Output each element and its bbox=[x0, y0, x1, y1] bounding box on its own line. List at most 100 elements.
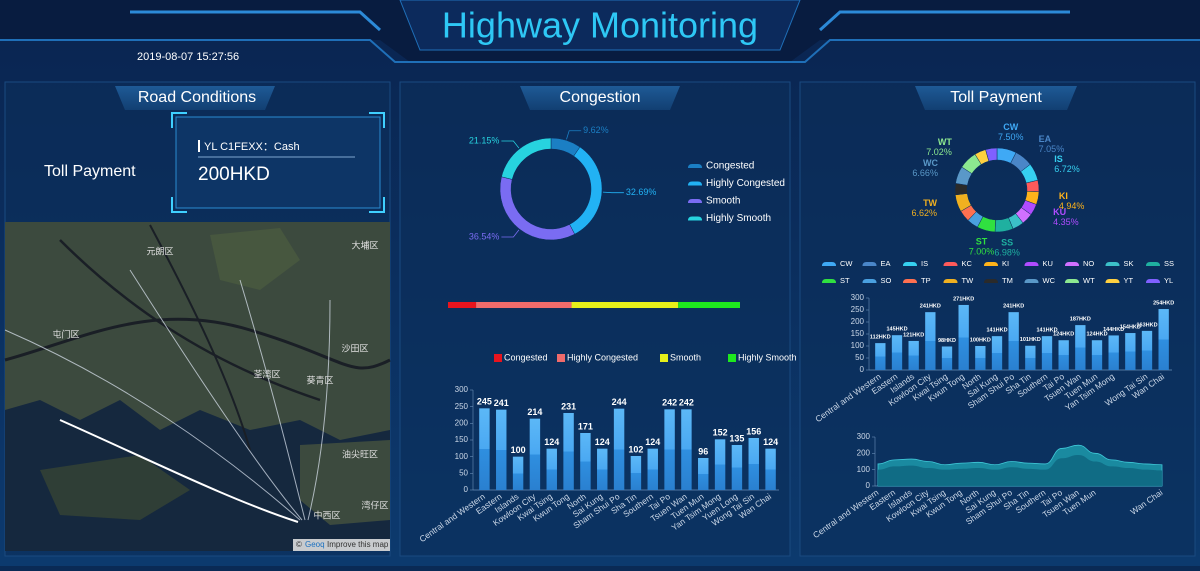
legend-icon bbox=[1146, 262, 1160, 266]
donut-category-label: TW bbox=[923, 198, 937, 208]
bar-value-label: 144HKD bbox=[1103, 327, 1124, 333]
map-label: 元朗区 bbox=[146, 245, 173, 256]
bar-value-label: 231 bbox=[561, 401, 576, 411]
route-line bbox=[59, 419, 299, 523]
donut-value-label: 32.69% bbox=[626, 187, 657, 197]
card-corner bbox=[171, 197, 187, 213]
attribution-link[interactable]: Geoq bbox=[305, 540, 325, 549]
bar bbox=[875, 343, 886, 370]
label-leader bbox=[566, 130, 582, 140]
card-corner bbox=[369, 197, 385, 213]
legend-icon bbox=[984, 262, 998, 266]
donut-value-label: 7.02% bbox=[926, 147, 952, 157]
legend-icon bbox=[1024, 262, 1039, 266]
legend-label: Congested bbox=[504, 352, 548, 362]
legend-icon bbox=[822, 279, 836, 283]
route-line bbox=[129, 269, 303, 521]
bar bbox=[664, 409, 675, 490]
bar-value-label: 98HKD bbox=[938, 338, 956, 344]
map-label: 湾仔区 bbox=[361, 499, 388, 510]
legend-icon bbox=[1146, 279, 1160, 283]
legend-label: SK bbox=[1124, 259, 1134, 268]
legend-label: Highly Congested bbox=[567, 352, 638, 362]
bar-value-label: 101HKD bbox=[1020, 337, 1041, 343]
bar-value-label: 163HKD bbox=[1136, 322, 1157, 328]
donut-value-label: 9.62% bbox=[583, 125, 609, 135]
map-label: 沙田区 bbox=[341, 343, 368, 353]
header-line bbox=[0, 39, 1200, 63]
legend-label: KC bbox=[962, 259, 973, 268]
legend-label: CW bbox=[840, 259, 853, 268]
bar bbox=[1041, 336, 1053, 370]
y-tick-label: 200 bbox=[857, 448, 871, 457]
legend-label: YL bbox=[1164, 276, 1173, 285]
bar bbox=[1058, 340, 1069, 370]
legend-icon bbox=[943, 262, 958, 266]
header-deco bbox=[818, 10, 1070, 32]
bar bbox=[1025, 345, 1036, 370]
legend-label: SO bbox=[881, 276, 892, 285]
bar bbox=[765, 448, 776, 490]
bar-value-label: 244 bbox=[612, 397, 627, 407]
y-tick-label: 50 bbox=[855, 353, 864, 362]
y-tick-label: 0 bbox=[866, 481, 871, 490]
panel-title: Congestion bbox=[560, 89, 641, 106]
bar bbox=[681, 409, 692, 490]
y-tick-label: 0 bbox=[464, 485, 469, 494]
bar bbox=[908, 340, 919, 370]
donut-category-label: WT bbox=[938, 137, 952, 147]
donut-category-label: EA bbox=[1039, 134, 1052, 144]
legend-label: Highly Smooth bbox=[706, 213, 771, 224]
bar-value-label: 124 bbox=[645, 437, 660, 447]
map-road bbox=[149, 224, 251, 451]
bar-value-label: 124HKD bbox=[1086, 332, 1107, 338]
route-line bbox=[4, 329, 301, 521]
bar-value-label: 187HKD bbox=[1070, 317, 1091, 323]
y-tick-label: 50 bbox=[459, 468, 468, 477]
legend-label: YT bbox=[1124, 276, 1134, 285]
bar-value-label: 241HKD bbox=[1003, 304, 1024, 310]
page-title: Highway Monitoring bbox=[442, 5, 758, 46]
legend-icon bbox=[862, 279, 877, 283]
donut-value-label: 6.66% bbox=[912, 168, 938, 178]
donut-value-label: 7.50% bbox=[998, 132, 1024, 142]
card-corner bbox=[171, 112, 187, 128]
donut-category-label: SS bbox=[1001, 237, 1013, 247]
legend-icon bbox=[903, 279, 917, 283]
bar bbox=[975, 346, 986, 370]
legend-label: SS bbox=[1164, 259, 1174, 268]
legend-label: ST bbox=[840, 276, 850, 285]
legend-icon bbox=[688, 181, 702, 186]
legend-label: NO bbox=[1083, 259, 1094, 268]
donut-segment bbox=[501, 137, 552, 180]
legend-label: IS bbox=[921, 259, 928, 268]
bar bbox=[512, 456, 524, 490]
donut-value-label: 6.98% bbox=[994, 247, 1020, 257]
bar bbox=[731, 445, 743, 490]
donut-value-label: 6.62% bbox=[912, 208, 938, 218]
bar-value-label: 242 bbox=[679, 398, 694, 408]
bar-value-label: 156 bbox=[746, 426, 761, 436]
y-tick-label: 250 bbox=[851, 305, 865, 314]
attribution-link[interactable]: Improve this map bbox=[327, 540, 389, 549]
panel-tab bbox=[520, 86, 680, 110]
bar-value-label: 135 bbox=[729, 433, 744, 443]
bar bbox=[630, 456, 642, 490]
stack-segment bbox=[678, 302, 740, 308]
bar bbox=[1108, 335, 1119, 370]
card-corner bbox=[369, 112, 385, 128]
donut-category-label: KU bbox=[1053, 207, 1066, 217]
bar-value-label: 121HKD bbox=[903, 332, 924, 338]
bar bbox=[1141, 330, 1153, 370]
donut-value-label: 6.72% bbox=[1054, 164, 1080, 174]
donut-value-label: 21.15% bbox=[469, 135, 500, 145]
map-attribution-box bbox=[293, 539, 390, 551]
bar bbox=[597, 448, 608, 490]
donut-category-label: CW bbox=[1003, 122, 1018, 132]
legend-icon bbox=[862, 262, 877, 266]
y-tick-label: 250 bbox=[455, 402, 469, 411]
bar-value-label: 124 bbox=[763, 437, 778, 447]
bar-value-label: 241HKD bbox=[920, 304, 941, 310]
